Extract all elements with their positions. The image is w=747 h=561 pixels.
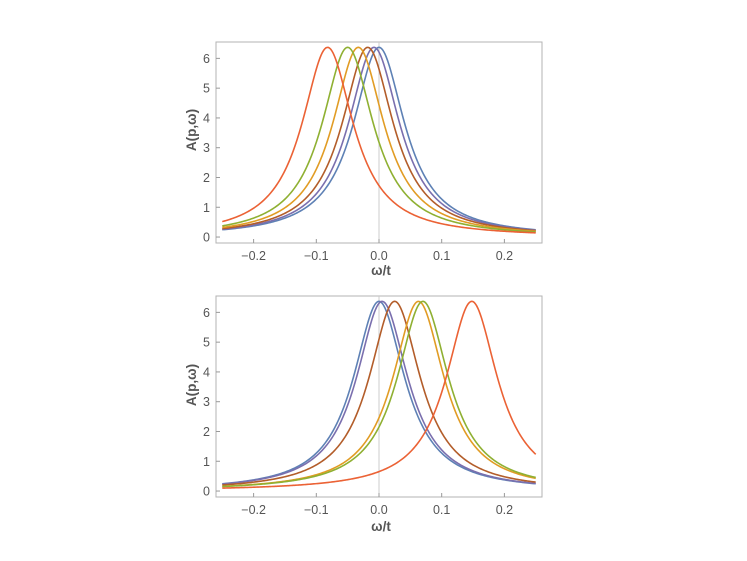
x-tick-label: 0.2 [496,249,513,263]
x-tick-label: −0.2 [241,503,266,517]
x-tickmarks [253,493,505,497]
y-tick-label: 2 [203,425,210,439]
y-tick-label: 0 [203,231,210,245]
series-group [222,300,537,489]
x-tick-label: 0.2 [496,503,513,517]
y-tickmarks [216,57,220,238]
x-tick-label: −0.1 [304,503,329,517]
y-tick-label: 3 [203,141,210,155]
y-tick-label: 5 [203,336,210,350]
y-tick-label: 4 [203,111,210,125]
series-line [222,300,537,489]
y-tick-label: 6 [203,52,210,66]
y-tick-label: 4 [203,365,210,379]
series-line [222,300,536,485]
x-tick-label: 0.0 [370,249,387,263]
series-line [222,46,536,233]
y-tick-label: 2 [203,171,210,185]
y-tickmarks [216,311,220,492]
series-line [222,300,536,485]
y-axis-label: A(p,ω) [184,364,199,406]
x-axis-label: ω/t [371,263,391,278]
y-tick-label: 3 [203,395,210,409]
y-tick-label: 6 [203,306,210,320]
y-tick-label: 1 [203,455,210,469]
series-line [222,46,536,233]
series-line [222,46,536,231]
y-axis-label: A(p,ω) [184,109,199,151]
series-line [222,300,536,486]
series-line [222,300,536,488]
chart-top: 0 1 2 3 4 5 6 −0.2 −0.1 0.0 0.1 0.2 ω/t … [184,41,543,278]
chart-bottom: 0 1 2 3 4 5 6 −0.2 −0.1 0.0 0.1 0.2 ω/t … [184,295,543,534]
x-tick-label: −0.2 [241,249,266,263]
series-line [222,46,536,231]
x-tick-label: 0.1 [433,503,450,517]
x-tick-label: 0.1 [433,249,450,263]
x-tick-label: −0.1 [304,249,329,263]
series-line [222,46,536,232]
series-group [222,46,536,234]
y-tick-label: 5 [203,82,210,96]
x-axis-label: ω/t [371,519,391,534]
x-tick-label: 0.0 [370,503,387,517]
y-tick-label: 1 [203,201,210,215]
series-line [222,46,536,234]
x-tickmarks [253,239,505,243]
y-tick-label: 0 [203,485,210,499]
